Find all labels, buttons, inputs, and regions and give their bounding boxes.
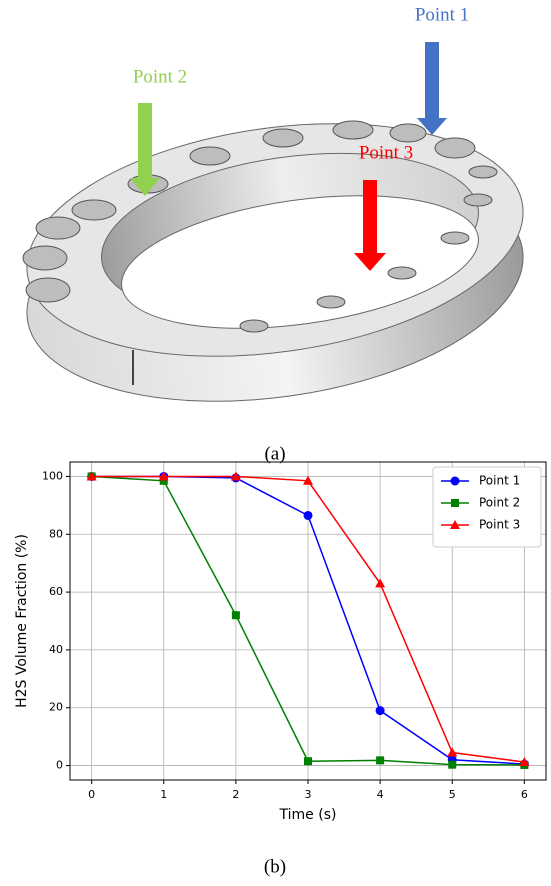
- y-tick-label: 0: [56, 759, 63, 772]
- x-tick-label: 0: [88, 788, 95, 801]
- page: Point 1 Point 2 Point 3 (a) (b) 01234560…: [0, 0, 551, 886]
- y-tick-label: 80: [49, 527, 63, 540]
- marker: [448, 761, 456, 769]
- marker: [232, 611, 240, 619]
- caption: (a): [264, 443, 285, 464]
- marker: [451, 477, 460, 486]
- caption: (b): [264, 856, 286, 877]
- y-tick-label: 40: [49, 643, 63, 656]
- y-axis-label: H2S Volume Fraction (%): [14, 534, 30, 708]
- point-label: Point 2: [133, 66, 187, 87]
- point-label: Point 3: [359, 142, 413, 163]
- x-tick-label: 5: [449, 788, 456, 801]
- ring-illustration: [12, 94, 538, 430]
- figure: Point 1 Point 2 Point 3 (a) (b) 01234560…: [0, 0, 551, 886]
- marker: [376, 756, 384, 764]
- marker: [304, 757, 312, 765]
- marker: [304, 511, 313, 520]
- y-tick-label: 100: [42, 469, 63, 482]
- marker: [375, 578, 385, 587]
- legend-label: Point 2: [479, 496, 520, 510]
- y-tick-label: 60: [49, 585, 63, 598]
- marker: [447, 748, 457, 757]
- legend-label: Point 1: [479, 474, 520, 488]
- point-label: Point 1: [415, 4, 469, 25]
- legend-label: Point 3: [479, 518, 520, 532]
- x-tick-label: 2: [232, 788, 239, 801]
- x-axis-label: Time (s): [279, 807, 337, 823]
- y-tick-label: 20: [49, 701, 63, 714]
- marker: [376, 706, 385, 715]
- marker: [451, 499, 459, 507]
- x-tick-label: 6: [521, 788, 528, 801]
- x-tick-label: 4: [377, 788, 384, 801]
- x-tick-label: 1: [160, 788, 167, 801]
- x-tick-label: 3: [305, 788, 312, 801]
